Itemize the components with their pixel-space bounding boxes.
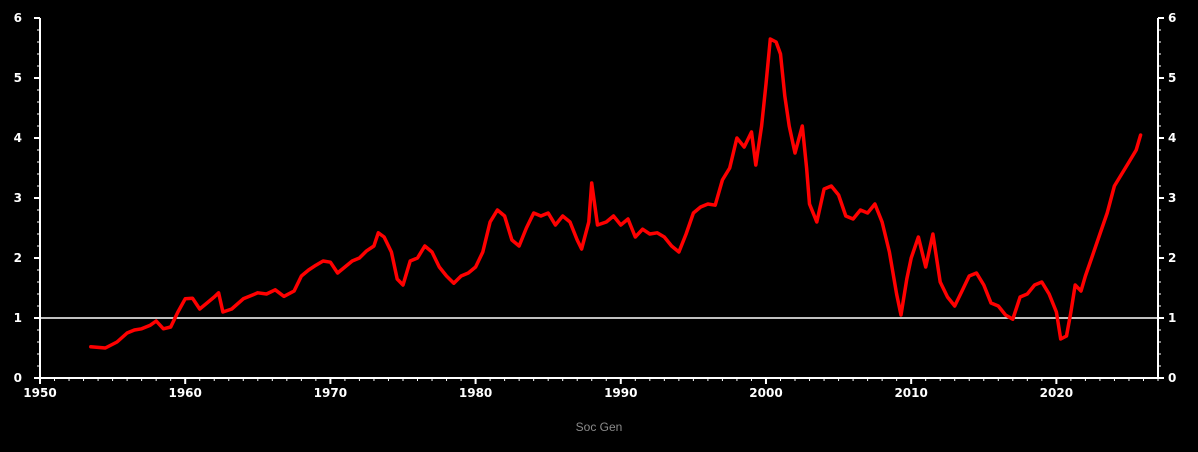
y-tick-label-right: 2 <box>1168 251 1176 265</box>
series-line <box>89 37 1143 350</box>
x-tick-label: 1980 <box>459 386 492 400</box>
axes-group <box>39 18 1159 379</box>
y-tick-label-left: 4 <box>14 131 22 145</box>
y-tick-label-right: 0 <box>1168 371 1176 385</box>
source-label: Soc Gen <box>575 420 623 434</box>
x-tick-label: 1970 <box>314 386 347 400</box>
x-tick-label: 2010 <box>894 386 927 400</box>
y-tick-label-left: 6 <box>14 11 22 25</box>
ticks-group <box>34 17 1164 384</box>
tick-labels-group: 0 0 1 1 2 2 3 3 4 4 5 5 6 6 1950 1960 1970 1980 1990 2000 20… <box>14 11 1177 400</box>
y-tick-label-right: 6 <box>1168 11 1176 25</box>
x-tick-label: 1990 <box>604 386 637 400</box>
y-tick-label-right: 3 <box>1168 191 1176 205</box>
x-tick-label: 1960 <box>168 386 201 400</box>
y-tick-label-right: 5 <box>1168 71 1176 85</box>
y-tick-label-right: 4 <box>1168 131 1176 145</box>
y-tick-label-left: 0 <box>14 371 22 385</box>
x-tick-label: 1950 <box>23 386 56 400</box>
y-tick-label-right: 1 <box>1168 311 1176 325</box>
y-tick-label-left: 5 <box>14 71 22 85</box>
y-tick-label-left: 2 <box>14 251 22 265</box>
x-tick-label: 2020 <box>1040 386 1073 400</box>
x-tick-label: 2000 <box>749 386 782 400</box>
y-tick-label-left: 3 <box>14 191 22 205</box>
y-tick-label-left: 1 <box>14 311 22 325</box>
